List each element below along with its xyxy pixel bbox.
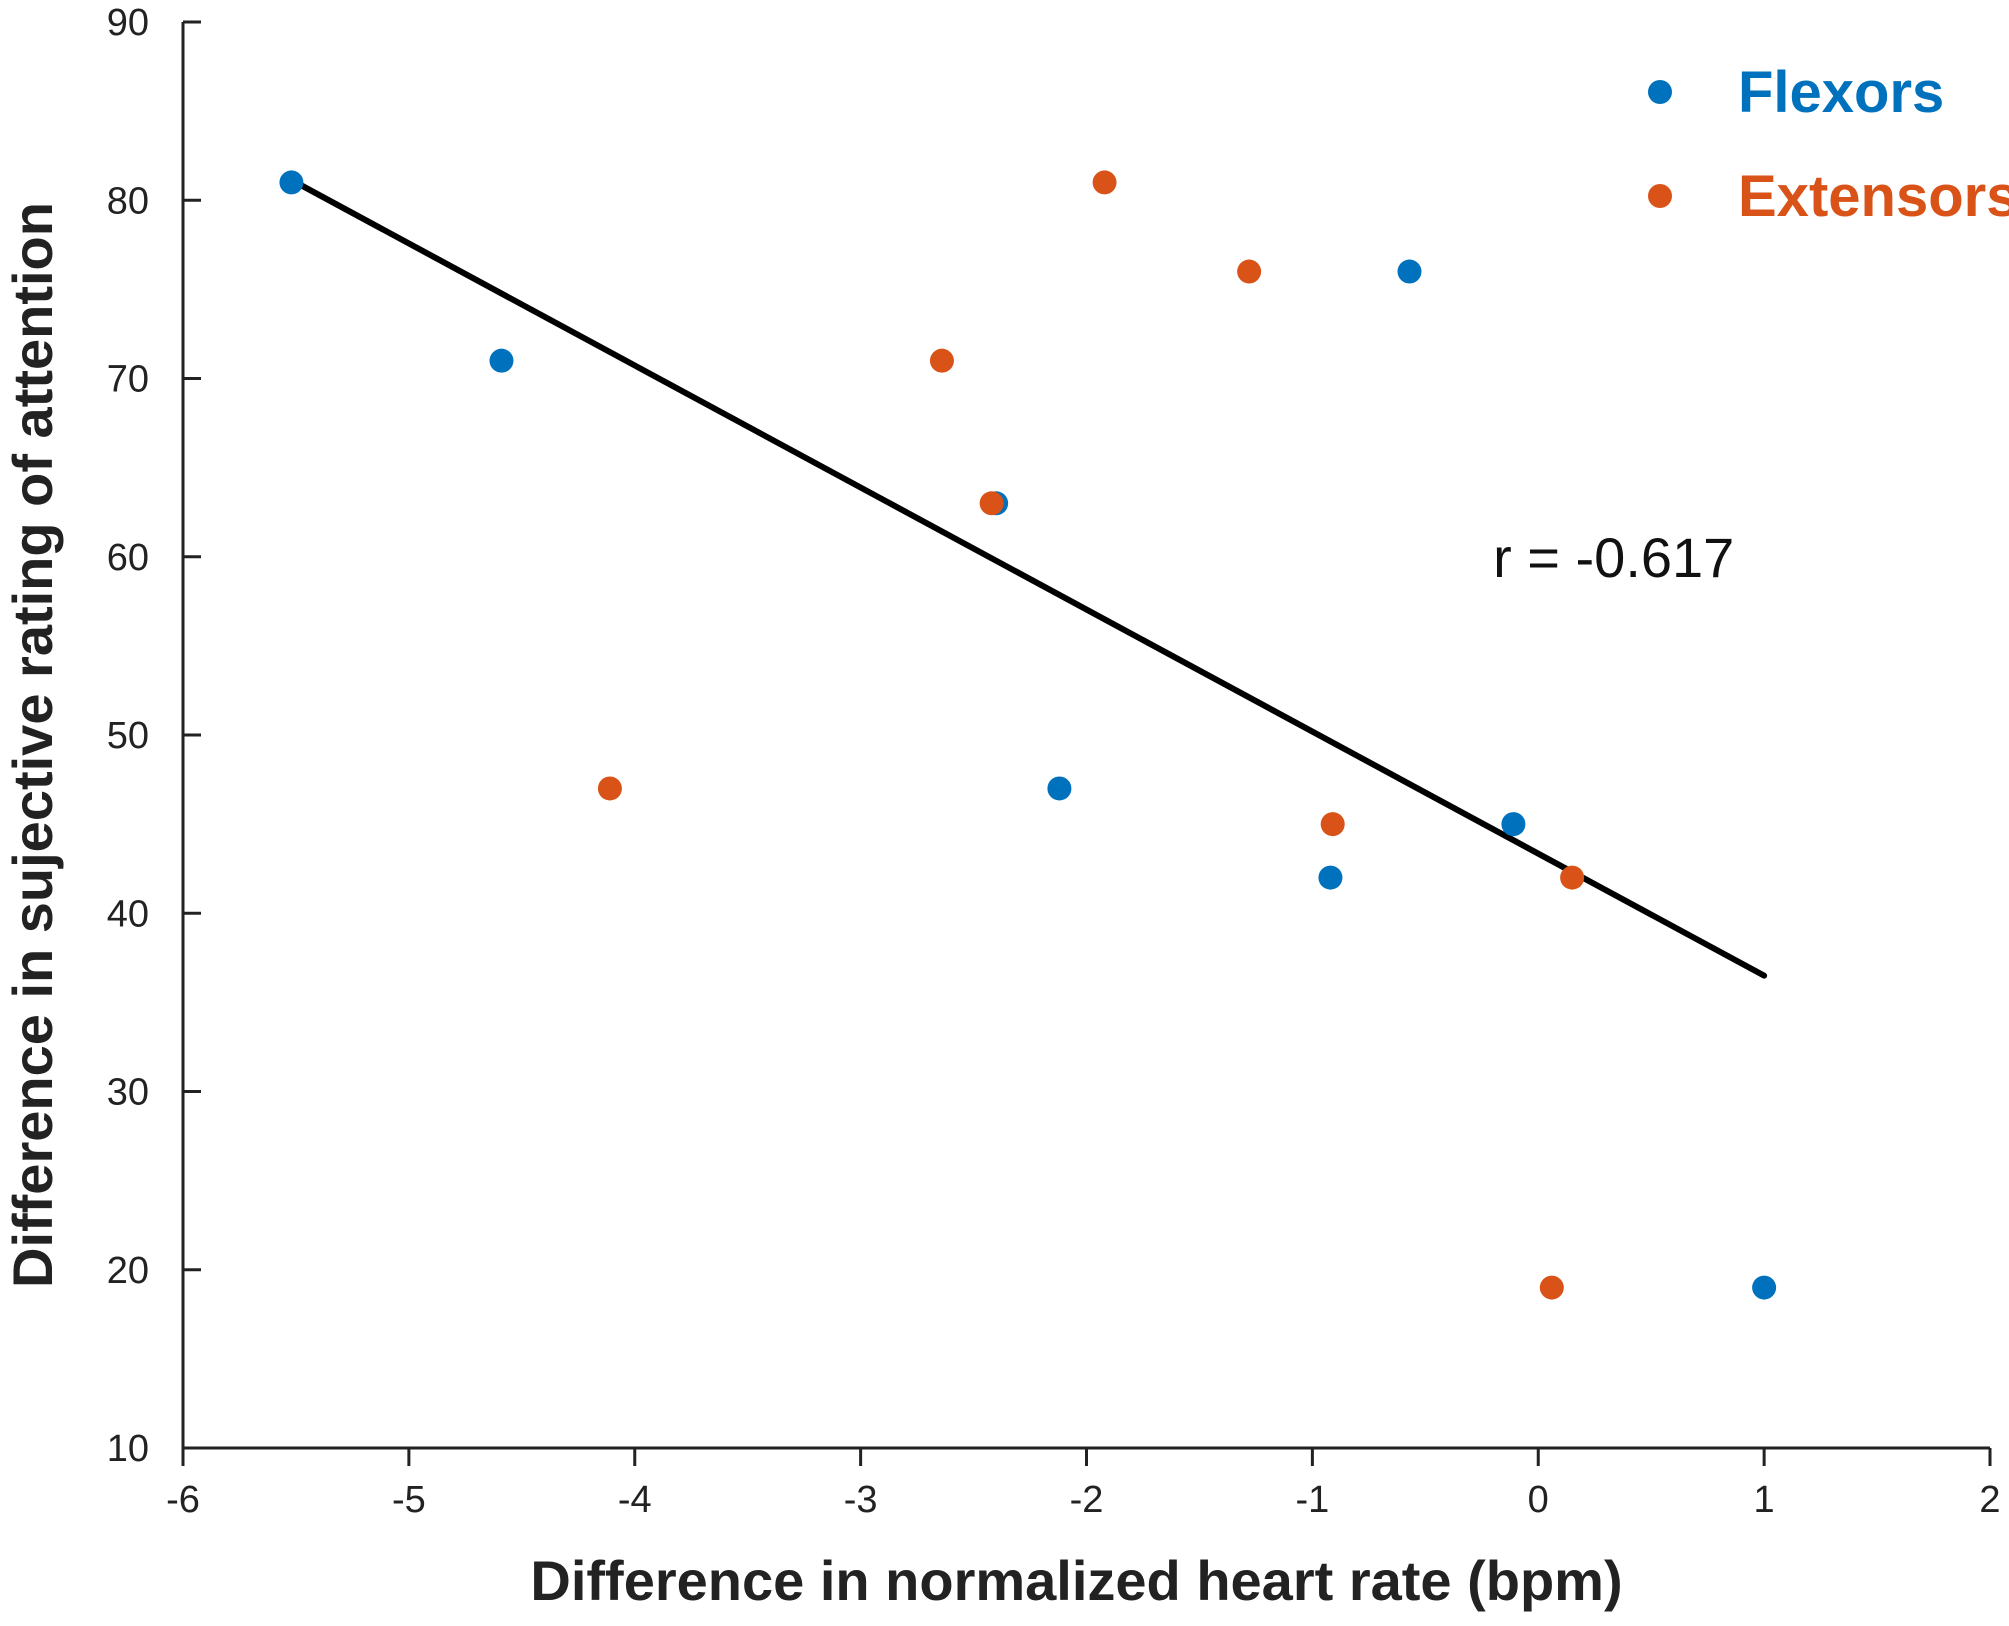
annotations: r = -0.617 bbox=[1493, 526, 1734, 589]
x-tick-label: -6 bbox=[166, 1479, 200, 1521]
x-tick-label: -5 bbox=[392, 1479, 426, 1521]
x-tick-label: 0 bbox=[1528, 1479, 1549, 1521]
x-tick-label: -4 bbox=[618, 1479, 652, 1521]
extensors-point bbox=[1539, 1275, 1564, 1300]
x-tick-label: -2 bbox=[1070, 1479, 1104, 1521]
legend: Flexors Extensors bbox=[1648, 60, 2009, 229]
x-tick-label: 1 bbox=[1754, 1479, 1775, 1521]
y-tick-label: 30 bbox=[107, 1072, 149, 1114]
axes bbox=[181, 22, 1990, 1450]
flexors-point bbox=[279, 170, 304, 195]
extensors-point bbox=[1237, 259, 1262, 284]
extensors-point bbox=[1320, 812, 1345, 837]
flexors-point bbox=[1047, 776, 1072, 801]
extensors-point bbox=[597, 776, 622, 801]
y-tick-label: 40 bbox=[107, 893, 149, 935]
legend-marker bbox=[1648, 80, 1672, 104]
x-tick-label: -1 bbox=[1295, 1479, 1329, 1521]
correlation-annotation: r = -0.617 bbox=[1493, 526, 1734, 589]
fit-line-group bbox=[292, 179, 1768, 979]
x-ticks: -6 -5 -4 -3 -2 -1 0 1 2 bbox=[166, 1448, 2001, 1521]
flexors-point bbox=[1397, 259, 1422, 284]
data-points bbox=[279, 170, 1777, 1300]
y-ticks: 10 20 30 40 50 60 70 80 90 bbox=[107, 2, 201, 1470]
extensors-point bbox=[1092, 170, 1117, 195]
legend-label: Flexors bbox=[1738, 60, 1944, 125]
legend-marker bbox=[1648, 184, 1672, 208]
legend-label: Extensors bbox=[1738, 164, 2009, 229]
regression-line bbox=[292, 179, 1768, 979]
y-tick-label: 50 bbox=[107, 715, 149, 757]
flexors-point bbox=[1318, 865, 1343, 890]
y-tick-label: 20 bbox=[107, 1250, 149, 1292]
extensors-point bbox=[929, 348, 954, 373]
extensors-point bbox=[979, 491, 1004, 516]
flexors-point bbox=[1501, 812, 1526, 837]
x-axis-title: Difference in normalized heart rate (bpm… bbox=[530, 1549, 1622, 1612]
y-tick-label: 80 bbox=[107, 180, 149, 222]
y-tick-label: 60 bbox=[107, 537, 149, 579]
extensors-point bbox=[1560, 865, 1585, 890]
flexors-point bbox=[489, 348, 514, 373]
y-tick-label: 70 bbox=[107, 359, 149, 401]
x-tick-label: -3 bbox=[844, 1479, 878, 1521]
y-tick-label: 90 bbox=[107, 2, 149, 44]
y-tick-label: 10 bbox=[107, 1428, 149, 1470]
y-axis-title: Difference in sujective rating of attent… bbox=[1, 202, 64, 1288]
x-tick-label: 2 bbox=[1979, 1479, 2000, 1521]
flexors-point bbox=[1752, 1275, 1777, 1300]
